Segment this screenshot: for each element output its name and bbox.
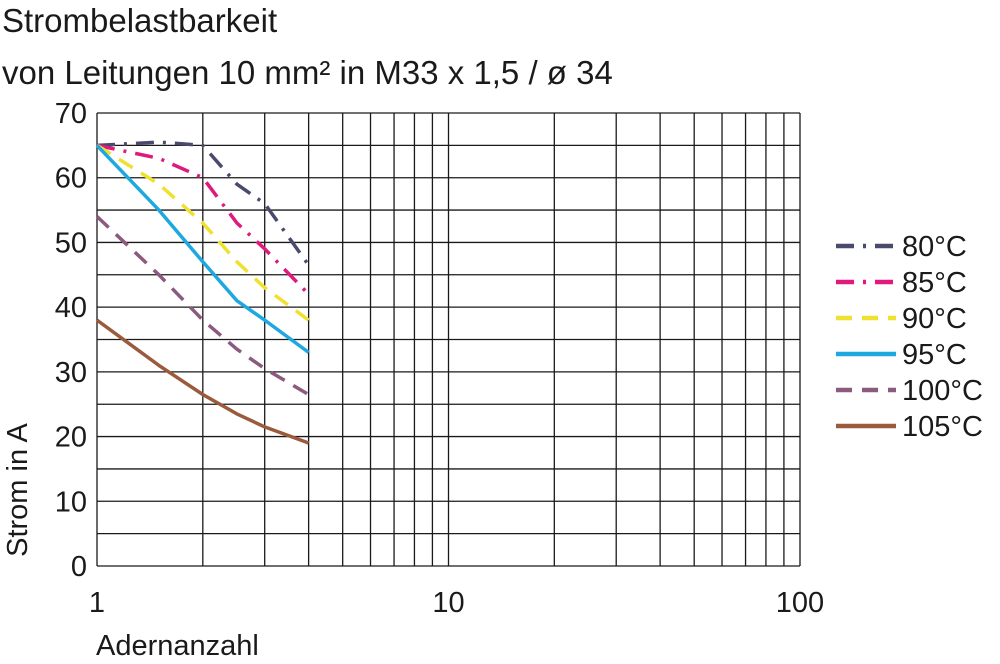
chart-legend: 80°C 85°C 90°C 95°C 100°C 105°C: [836, 231, 983, 443]
legend-label: 100°C: [902, 375, 983, 407]
chart-ticks: 0 10 20 30 40 50 60 70 1 10 100: [55, 98, 824, 619]
series-line: [96, 143, 310, 296]
legend-label: 95°C: [902, 339, 967, 371]
x-tick-label: 100: [776, 587, 824, 619]
series-line: [95, 144, 310, 354]
y-tick-label: 0: [71, 551, 87, 583]
y-tick-label: 30: [55, 357, 87, 389]
y-axis-label: Strom in A: [2, 422, 34, 556]
series-line: [95, 215, 310, 397]
chart-subtitle: von Leitungen 10 mm² in M33 x 1,5 / ø 34: [2, 54, 613, 91]
y-tick-label: 20: [55, 422, 87, 454]
y-tick-label: 40: [55, 292, 87, 324]
chart-series: [95, 140, 311, 445]
y-tick-label: 50: [55, 227, 87, 259]
series-line: [95, 318, 310, 445]
series-line: [96, 140, 311, 267]
y-tick-label: 60: [55, 163, 87, 195]
legend-label: 90°C: [902, 303, 967, 335]
y-tick-label: 10: [55, 486, 87, 518]
chart-grid: [96, 112, 801, 567]
x-axis-label: Adernanzahl: [96, 630, 259, 662]
legend-label: 85°C: [902, 267, 967, 299]
series-line: [96, 143, 310, 322]
legend-label: 105°C: [902, 411, 983, 443]
x-tick-label: 10: [432, 587, 464, 619]
x-tick-label: 1: [89, 587, 105, 619]
y-tick-label: 70: [55, 98, 87, 130]
chart-title: Strombelastbarkeit: [2, 2, 278, 39]
legend-label: 80°C: [902, 231, 967, 263]
